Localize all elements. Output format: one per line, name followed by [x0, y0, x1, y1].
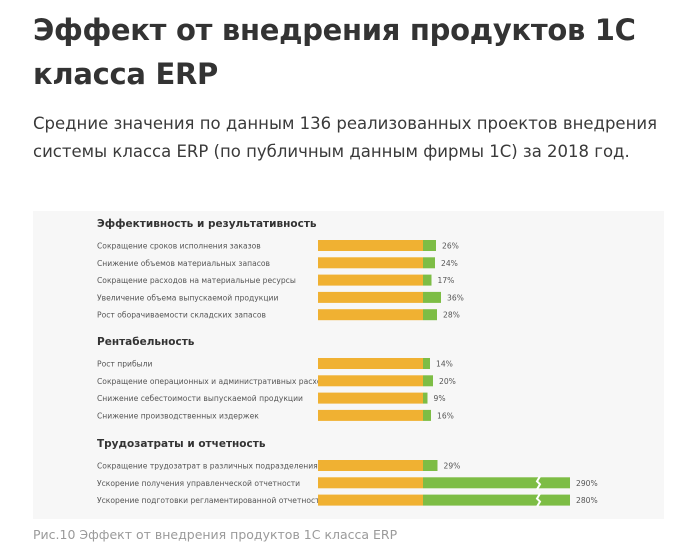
- base-bar: [318, 257, 423, 269]
- row-label: Ускорение подготовки регламентированной …: [97, 496, 325, 505]
- effect-bar: [423, 274, 432, 286]
- group-heading: Трудозатраты и отчетность: [97, 438, 266, 450]
- value-label: 9%: [434, 394, 446, 403]
- chart-figure: Эффективность и результативность Сокращен…: [33, 211, 664, 519]
- row-label: Сокращение расходов на материальные ресу…: [97, 276, 296, 285]
- effect-bar: [423, 409, 431, 421]
- row-label: Ускорение получения управленческой отчет…: [97, 479, 300, 488]
- value-label: 28%: [443, 311, 460, 320]
- effect-bar: [423, 257, 435, 269]
- effect-bar: [423, 494, 570, 506]
- base-bar: [318, 309, 423, 321]
- effect-bar: [423, 477, 570, 489]
- row-label: Снижение себестоимости выпускаемой проду…: [97, 394, 303, 403]
- row-label: Снижение объемов материальных запасов: [97, 259, 271, 268]
- base-bar: [318, 460, 423, 471]
- row-label: Рост оборачиваемости складских запасов: [97, 311, 266, 320]
- row-label: Рост прибыли: [97, 360, 152, 369]
- value-label: 36%: [447, 293, 464, 302]
- base-bar: [318, 392, 423, 404]
- base-bar: [318, 291, 423, 303]
- effect-chart: Эффективность и результативность Сокращен…: [97, 218, 598, 508]
- row-label: Сокращение сроков исполнения заказов: [97, 242, 261, 251]
- value-label: 14%: [436, 360, 453, 369]
- value-label: 20%: [439, 377, 456, 386]
- axis-break-mark: [535, 493, 542, 508]
- base-bar: [318, 494, 423, 506]
- value-label: 26%: [442, 242, 459, 251]
- effect-bar: [423, 240, 436, 251]
- value-label: 24%: [441, 259, 458, 268]
- row-label: Сокращение трудозатрат в различных подра…: [97, 462, 323, 471]
- group-heading: Эффективность и результативность: [97, 218, 317, 230]
- value-label: 280%: [576, 496, 598, 505]
- effect-bar: [423, 392, 428, 404]
- group-heading: Рентабельность: [97, 336, 195, 348]
- base-bar: [318, 358, 423, 369]
- effect-bar: [423, 309, 437, 321]
- base-bar: [318, 240, 423, 251]
- value-label: 290%: [576, 479, 598, 488]
- axis-break-mark: [535, 475, 542, 490]
- value-label: 29%: [444, 462, 461, 471]
- row-label: Снижение производственных издержек: [97, 411, 259, 420]
- page-lead-paragraph: Средние значения по данным 136 реализова…: [33, 114, 658, 161]
- base-bar: [318, 477, 423, 489]
- effect-bar: [423, 291, 441, 303]
- base-bar: [318, 409, 423, 421]
- row-label: Сокращение операционных и административн…: [97, 377, 336, 386]
- base-bar: [318, 375, 423, 387]
- effect-bar: [423, 375, 433, 387]
- value-label: 17%: [438, 276, 455, 285]
- page-title: Эффект от внедрения продуктов 1С класса …: [33, 13, 636, 91]
- figure-caption: Рис.10 Эффект от внедрения продуктов 1С …: [33, 527, 398, 542]
- base-bar: [318, 274, 423, 286]
- effect-bar: [423, 460, 438, 471]
- row-label: Увеличение объема выпускаемой продукции: [97, 293, 278, 302]
- value-label: 16%: [437, 411, 454, 420]
- effect-bar: [423, 358, 430, 369]
